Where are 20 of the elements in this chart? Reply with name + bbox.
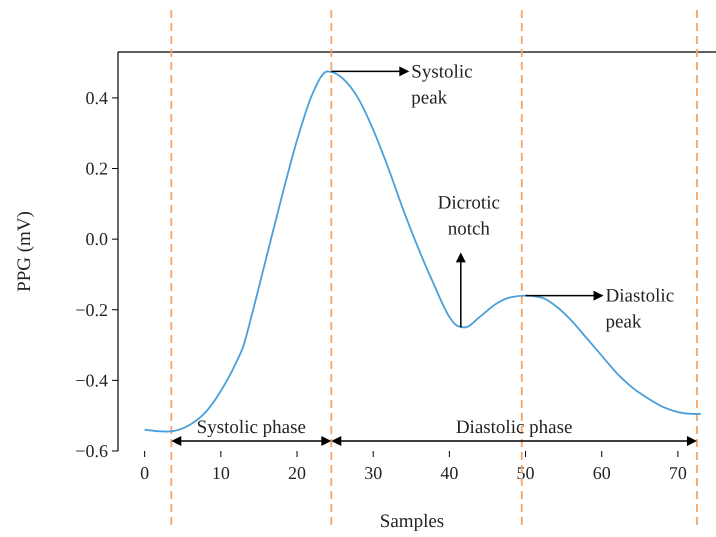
annotation: Systolic phase <box>196 417 306 438</box>
x-tick-label: 20 <box>288 463 306 483</box>
annotation: Diastolic phase <box>456 417 572 438</box>
x-axis-title: Samples <box>380 511 444 532</box>
y-tick-label: −0.2 <box>75 300 108 320</box>
x-tick-label: 30 <box>364 463 382 483</box>
y-tick-label: −0.4 <box>75 370 108 390</box>
y-tick-label: 0.4 <box>86 88 108 108</box>
y-tick-label: −0.6 <box>75 441 108 461</box>
annotation: Dicrotic notch <box>438 192 500 240</box>
annotation: Diastolic peak <box>606 286 674 333</box>
y-tick-label: 0.2 <box>86 158 108 179</box>
x-tick-label: 60 <box>592 463 611 483</box>
x-tick-label: 70 <box>668 463 687 483</box>
x-tick-label: 40 <box>440 463 458 483</box>
y-tick-label: 0.0 <box>86 229 108 250</box>
annotation: Systolic peak <box>411 61 473 108</box>
x-tick-label: 0 <box>140 463 150 483</box>
x-tick-label: 10 <box>212 463 230 483</box>
y-axis-title: PPG (mV) <box>14 211 35 292</box>
